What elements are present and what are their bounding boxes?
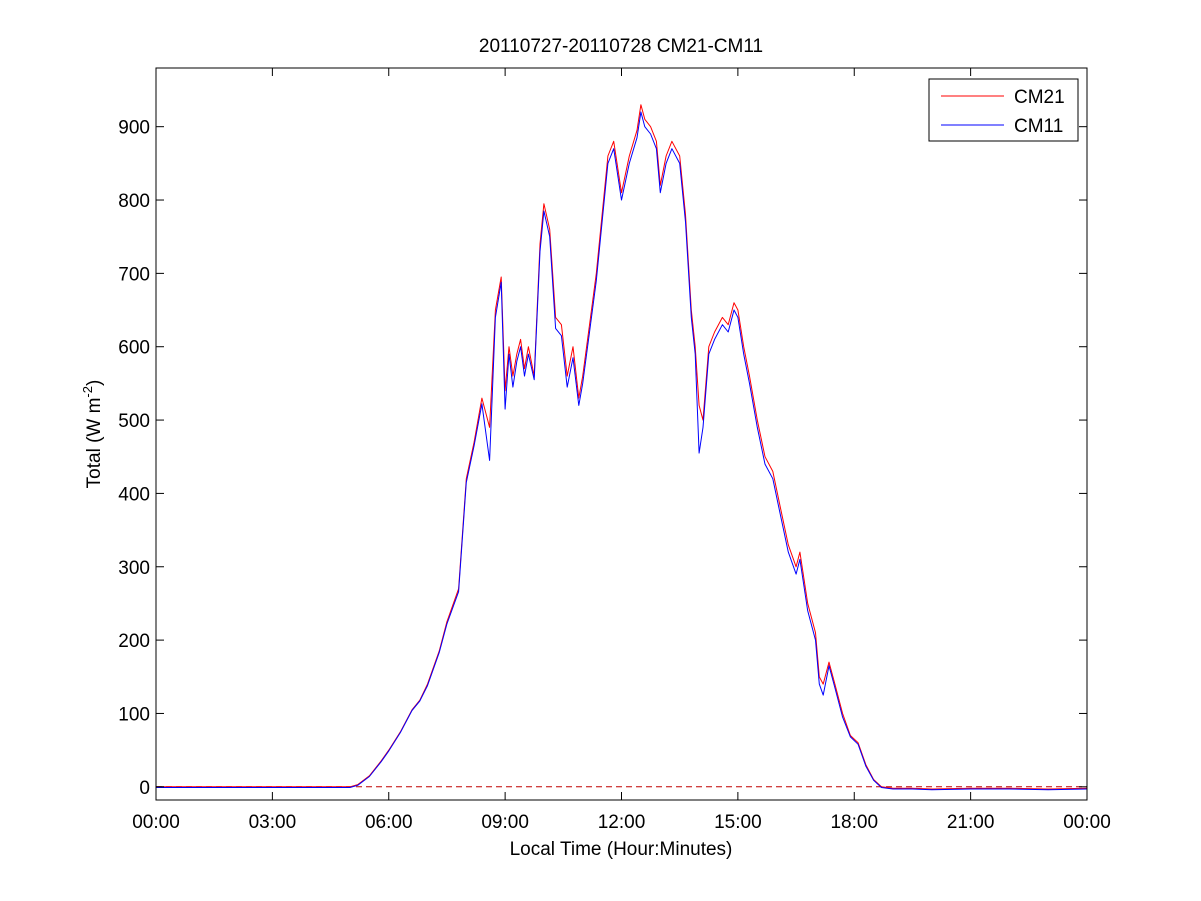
plot-area: [156, 104, 1088, 791]
y-tick-label: 100: [118, 704, 150, 725]
x-tick-label: 00:00: [132, 812, 180, 833]
y-tick-label: 600: [118, 338, 150, 359]
axis-ticks: 00:00 03:00 06:00 09:00 12:00 15:00 18:00 21:00…: [118, 68, 1111, 833]
y-tick-label: 700: [118, 264, 150, 285]
y-tick-label: 200: [118, 631, 150, 652]
y-axis-label-main: Total (W m: [84, 398, 105, 489]
x-tick-label: 00:00: [1063, 812, 1111, 833]
y-axis-label: Total (W m-2): [80, 380, 105, 489]
legend-box: [928, 78, 1079, 142]
x-axis-label: Local Time (Hour:Minutes): [510, 839, 733, 860]
legend: CM21 CM11: [928, 78, 1079, 142]
x-tick-label: 18:00: [830, 812, 878, 833]
x-tick-label: 12:00: [598, 812, 646, 833]
x-tick-label: 03:00: [249, 812, 297, 833]
y-tick-label: 300: [118, 558, 150, 579]
x-tick-label: 15:00: [714, 812, 762, 833]
y-tick-label: 0: [139, 778, 150, 799]
y-tick-label: 500: [118, 411, 150, 432]
x-tick-label: 06:00: [365, 812, 413, 833]
x-tick-label: 09:00: [481, 812, 529, 833]
series-line-cm21: [156, 104, 1088, 790]
legend-label-cm21: CM21: [1014, 87, 1065, 108]
series-line-cm11: [156, 111, 1088, 791]
y-axis-label-exponent: -2: [80, 386, 95, 398]
legend-label-cm11: CM11: [1014, 116, 1063, 137]
y-tick-label: 900: [118, 118, 150, 139]
chart-title: 20110727-20110728 CM21-CM11: [479, 36, 763, 57]
y-axis-label-close: ): [84, 380, 105, 386]
y-tick-label: 400: [118, 484, 150, 505]
x-tick-label: 21:00: [947, 812, 995, 833]
y-tick-label: 800: [118, 191, 150, 212]
